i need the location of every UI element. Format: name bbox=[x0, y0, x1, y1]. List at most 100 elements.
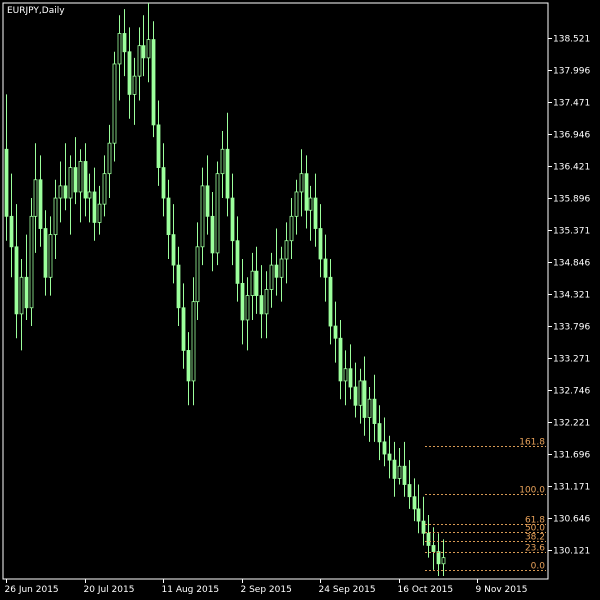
time-tick-label: 24 Sep 2015 bbox=[319, 585, 376, 595]
candle bbox=[112, 51, 117, 162]
candle-body bbox=[4, 148, 9, 217]
fib-label: 23.6 bbox=[525, 544, 545, 554]
candle-body bbox=[343, 368, 348, 382]
candle bbox=[358, 368, 363, 424]
candle-body bbox=[304, 173, 309, 211]
candle-body bbox=[210, 215, 215, 254]
candle bbox=[53, 179, 58, 259]
price-tick-label: 130.646 bbox=[553, 515, 590, 525]
price-tick-label: 131.171 bbox=[553, 483, 590, 493]
candle bbox=[318, 204, 323, 278]
candle-body bbox=[14, 246, 19, 315]
candle bbox=[377, 405, 382, 461]
candle bbox=[92, 167, 97, 241]
candle-body bbox=[38, 179, 43, 229]
candle-body bbox=[122, 33, 127, 53]
fib-level: 50.0 bbox=[425, 524, 546, 534]
candle-body bbox=[141, 45, 146, 59]
candles-layer bbox=[4, 3, 446, 576]
price-tick-label: 136.421 bbox=[553, 163, 590, 173]
candle-body bbox=[195, 246, 200, 303]
candle-body bbox=[338, 337, 343, 382]
candle bbox=[441, 539, 446, 576]
candle-body bbox=[9, 215, 14, 248]
fib-label: 61.8 bbox=[525, 516, 545, 526]
candle-body bbox=[382, 441, 387, 455]
price-tick-label: 131.696 bbox=[553, 451, 590, 461]
candle-body bbox=[176, 264, 181, 309]
candle bbox=[235, 216, 240, 302]
candle-body bbox=[328, 276, 333, 327]
candle bbox=[279, 246, 284, 302]
price-tick-label: 130.121 bbox=[553, 547, 590, 557]
candle-body bbox=[102, 173, 107, 205]
candle bbox=[161, 143, 166, 217]
candle bbox=[141, 15, 146, 77]
candle bbox=[250, 252, 255, 320]
candle bbox=[176, 246, 181, 327]
candle bbox=[181, 283, 186, 369]
candle bbox=[254, 246, 259, 314]
candle bbox=[387, 435, 392, 479]
candle bbox=[343, 350, 348, 406]
candle bbox=[195, 222, 200, 320]
candle bbox=[245, 277, 250, 351]
candle bbox=[215, 161, 220, 266]
candle bbox=[333, 301, 338, 363]
candle-body bbox=[161, 167, 166, 199]
candle bbox=[33, 143, 38, 253]
candle-body bbox=[97, 203, 102, 223]
candle bbox=[328, 259, 333, 345]
candle bbox=[205, 155, 210, 235]
candle bbox=[407, 460, 412, 509]
candle-body bbox=[392, 459, 397, 479]
candle bbox=[43, 210, 48, 296]
price-tick-label: 137.996 bbox=[553, 67, 590, 77]
candle-body bbox=[166, 197, 171, 236]
candle bbox=[304, 155, 309, 229]
candle bbox=[259, 265, 264, 339]
candle-body bbox=[269, 264, 274, 290]
candle bbox=[426, 515, 431, 558]
candle-body bbox=[412, 496, 417, 510]
candle bbox=[9, 173, 14, 278]
candle-body bbox=[259, 295, 264, 315]
candle bbox=[289, 198, 294, 259]
candle bbox=[230, 173, 235, 266]
price-tick-label: 138.521 bbox=[553, 35, 590, 45]
candle-body bbox=[426, 532, 431, 546]
candle bbox=[323, 234, 328, 302]
candle bbox=[146, 3, 151, 83]
candle-body bbox=[289, 215, 294, 242]
candle bbox=[63, 143, 68, 211]
candle-body bbox=[254, 270, 259, 296]
candle bbox=[107, 124, 112, 199]
candle-body bbox=[367, 398, 372, 418]
candle bbox=[122, 9, 127, 77]
candle bbox=[402, 441, 407, 497]
fib-level: 161.8 bbox=[425, 438, 546, 448]
candle-body bbox=[24, 276, 29, 309]
candle-body bbox=[68, 167, 73, 199]
candle bbox=[372, 374, 377, 442]
candle-body bbox=[264, 289, 269, 315]
candle-body bbox=[146, 39, 151, 59]
time-tick-label: 2 Sep 2015 bbox=[241, 585, 292, 595]
fib-label: 161.8 bbox=[519, 438, 545, 448]
candle-body bbox=[441, 557, 446, 565]
candle bbox=[151, 21, 156, 138]
time-axis: 26 Jun 2015 20 Jul 2015 11 Aug 2015 2 Sep 2… bbox=[5, 579, 527, 595]
candle bbox=[24, 234, 29, 320]
candle bbox=[412, 478, 417, 522]
plot-frame bbox=[2, 2, 549, 580]
price-tick-label: 133.271 bbox=[553, 355, 590, 365]
candle-body bbox=[48, 234, 53, 278]
candle-body bbox=[78, 161, 83, 193]
candle bbox=[38, 155, 43, 247]
candle bbox=[102, 155, 107, 217]
price-tick-label: 132.746 bbox=[553, 387, 590, 397]
candle bbox=[73, 137, 78, 205]
candle-body bbox=[274, 264, 279, 278]
